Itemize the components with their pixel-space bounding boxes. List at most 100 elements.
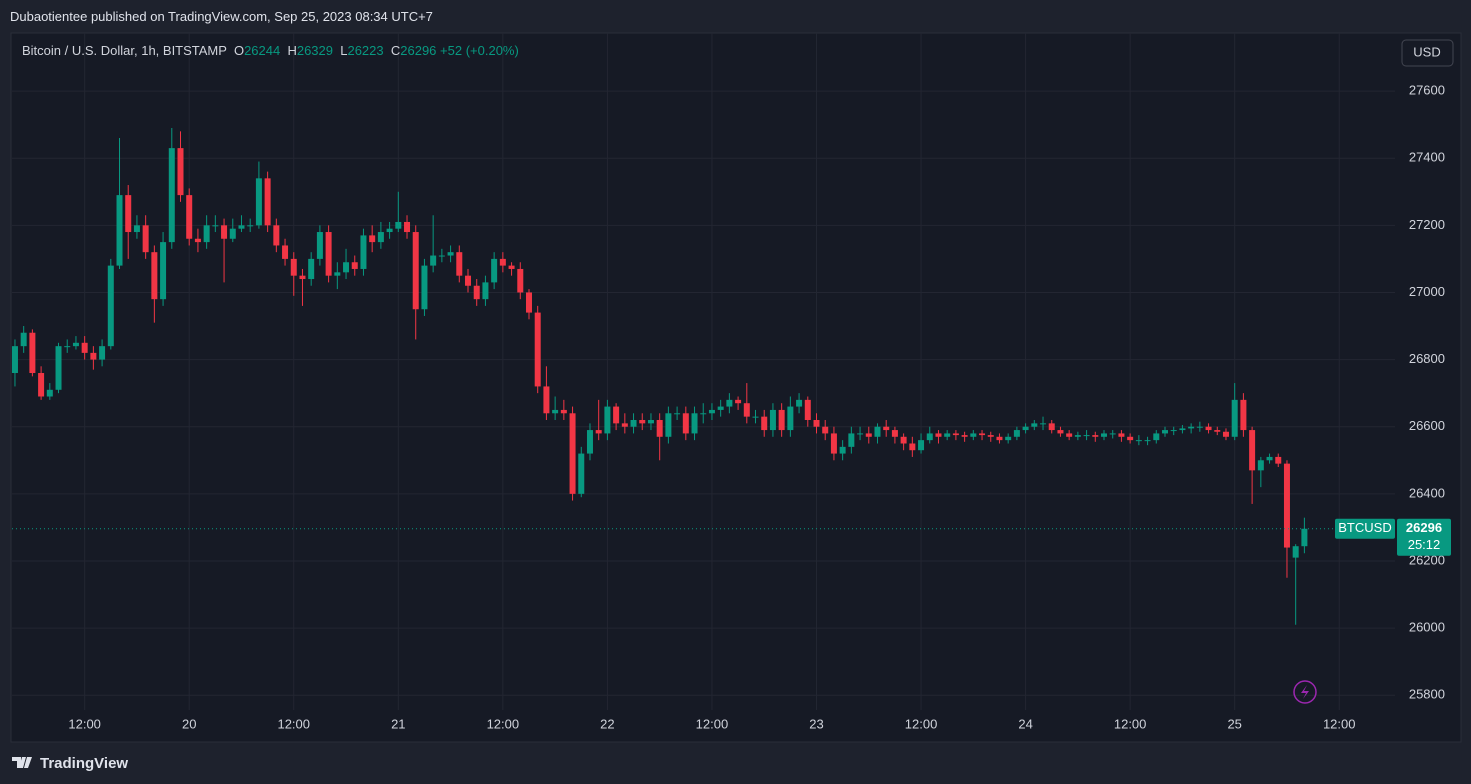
candle-body [229, 228, 236, 239]
candle-body [926, 433, 933, 441]
candle-body [473, 285, 480, 300]
change: +52 (+0.20%) [440, 43, 519, 58]
candle-body [491, 258, 498, 283]
candle-body [238, 225, 245, 229]
candle-body [456, 252, 463, 276]
candle-body [447, 252, 454, 256]
candle-body [369, 235, 376, 243]
candle-body [142, 225, 149, 253]
candle-body [421, 265, 428, 310]
candle-body [499, 258, 506, 266]
publish-info: Dubaotientee published on TradingView.co… [10, 9, 433, 24]
candle-body [1066, 433, 1073, 437]
candle-body [848, 433, 855, 447]
candle-body [465, 275, 472, 286]
y-tick-label: 25800 [1409, 687, 1445, 702]
currency-button[interactable] [1401, 39, 1454, 67]
low-value: 26223 [347, 43, 384, 58]
y-tick-label: 26600 [1409, 418, 1445, 433]
grid [12, 33, 1395, 710]
candle-body [647, 420, 654, 424]
candle-body [1231, 399, 1238, 437]
candle-body [308, 258, 315, 280]
candle-body [996, 436, 1003, 441]
candle-body [595, 430, 602, 434]
candle-body [961, 435, 968, 437]
candle-body [726, 399, 733, 407]
candle-body [151, 252, 158, 300]
candle-body [1101, 433, 1108, 437]
candle-body [769, 409, 776, 431]
axes: 25800 26000 26200 26400 26600 26800 27000 27200… [68, 83, 1451, 731]
candle-body [1179, 428, 1186, 431]
candle-body [1083, 435, 1090, 437]
candle-body [1092, 435, 1099, 437]
x-tick-label: 12:00 [1114, 716, 1147, 731]
candle-body [1222, 431, 1229, 437]
candle-body [160, 242, 167, 300]
candle-body [438, 255, 445, 257]
candle-body [630, 420, 637, 427]
candles [11, 127, 1395, 625]
candle-body [1301, 528, 1308, 547]
symbol-header: Bitcoin / U.S. Dollar, 1h, BITSTAMP O262… [22, 43, 519, 58]
candle-body [334, 272, 341, 276]
candle-body [1074, 435, 1081, 437]
candle-body [386, 228, 393, 233]
candle-body [987, 435, 994, 437]
candle-body [377, 232, 384, 243]
candle-body [430, 255, 437, 266]
candle-body [125, 195, 132, 233]
candle-body [552, 409, 559, 414]
candle-body [20, 332, 27, 347]
alert-bolt [1301, 685, 1309, 699]
candle-body [247, 225, 254, 227]
candle-body [935, 433, 942, 437]
alert-icon[interactable] [1293, 680, 1317, 704]
candle-body [29, 332, 36, 374]
candle-body [674, 413, 681, 415]
candle-body [107, 265, 114, 347]
x-tick-label: 23 [809, 716, 823, 731]
candle-body [1283, 463, 1290, 548]
ohlc-label: O [233, 43, 245, 58]
open-value: 26244 [244, 43, 281, 58]
candle-body [186, 195, 193, 239]
candle-body [804, 399, 811, 421]
candle-body [1031, 423, 1038, 427]
candle-body [325, 232, 332, 276]
candle-body [508, 265, 515, 269]
candle-body [708, 409, 715, 414]
ohlc-label: C [390, 43, 401, 58]
y-tick-label: 27600 [1409, 83, 1445, 98]
candle-body [299, 275, 306, 280]
candle-body [586, 430, 593, 454]
candle-body [404, 221, 411, 233]
candle-body [1257, 460, 1264, 471]
candle-body [778, 409, 785, 431]
symbol-label: BTCUSD [1338, 520, 1391, 535]
price-label: 26296 [1406, 520, 1442, 535]
x-tick-label: 12:00 [68, 716, 101, 731]
currency[interactable]: USD [1413, 44, 1440, 59]
candle-body [952, 433, 959, 436]
candle-body [133, 225, 140, 233]
candle-body [761, 416, 768, 431]
x-tick-label: 25 [1227, 716, 1241, 731]
candle-body [351, 262, 358, 269]
y-tick-label: 27000 [1409, 284, 1445, 299]
candle-body [1170, 430, 1177, 432]
candle-body [604, 406, 611, 434]
candle-body [273, 225, 280, 246]
candle-body [316, 232, 323, 259]
candle-body [822, 426, 829, 434]
candle-body [1153, 433, 1160, 441]
candle-body [534, 312, 541, 387]
candle-body [1109, 433, 1116, 435]
candle-body [194, 238, 201, 243]
candle-body [55, 346, 62, 390]
candle-body [525, 292, 532, 313]
candle-body [970, 433, 977, 437]
